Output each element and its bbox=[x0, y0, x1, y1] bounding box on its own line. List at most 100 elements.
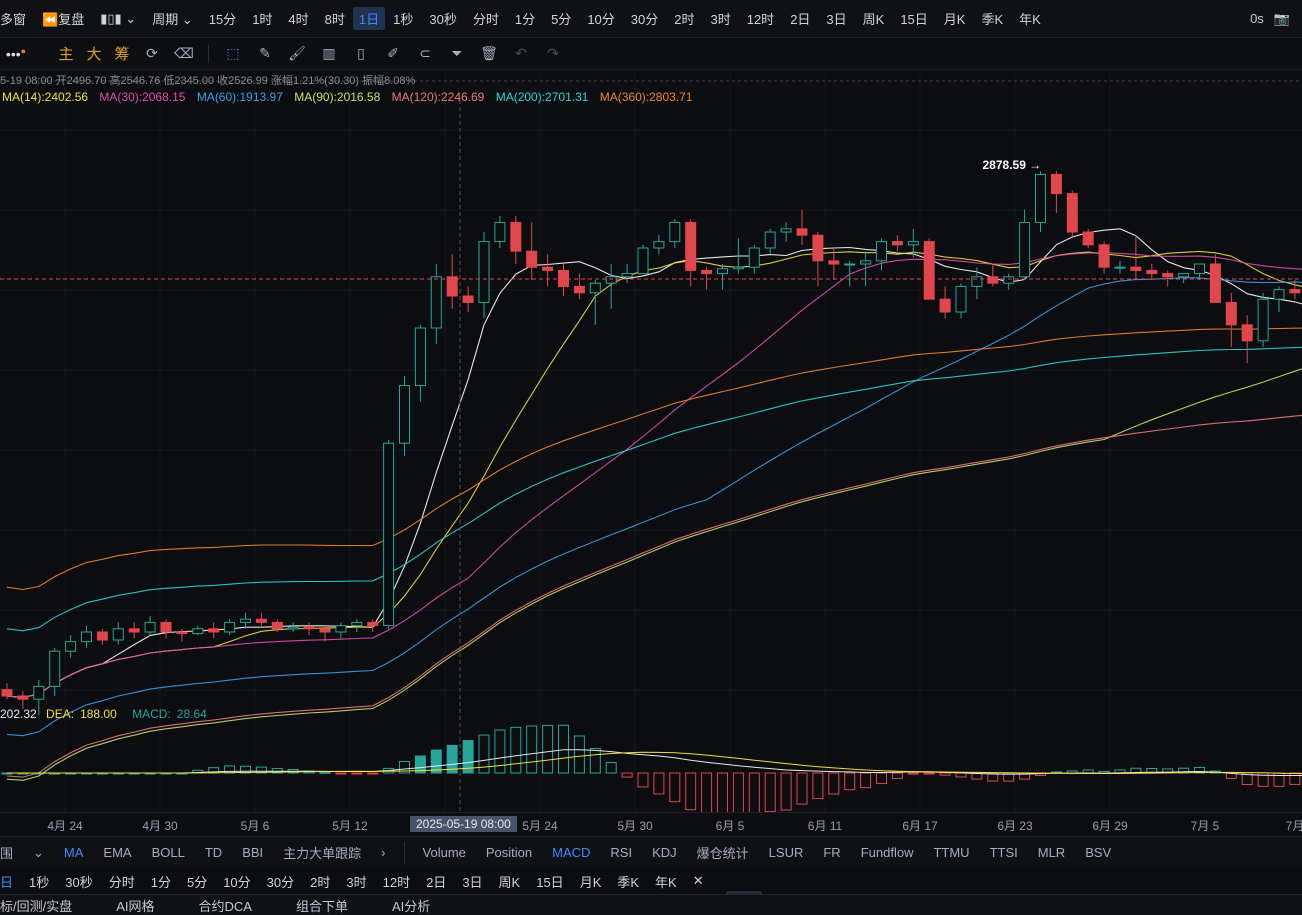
bottom-timeframe-5[interactable]: 5分 bbox=[186, 874, 208, 890]
sub-indicator-9[interactable]: TTMU bbox=[933, 845, 970, 860]
pencil-icon[interactable]: ✎ bbox=[259, 45, 271, 61]
main-indicator-4[interactable]: BBI bbox=[242, 845, 264, 860]
candle-type-button[interactable]: ▮▯▮ ⌄ bbox=[92, 11, 144, 27]
sub-indicator-6[interactable]: LSUR bbox=[768, 845, 804, 860]
timeframe-20[interactable]: 季K bbox=[981, 12, 1004, 27]
redo-icon[interactable]: ↷ bbox=[547, 45, 559, 61]
main-indicator-1[interactable]: EMA bbox=[103, 845, 132, 860]
bottom-timeframe-11[interactable]: 2日 bbox=[426, 874, 447, 890]
cursor-icon[interactable]: ⬚ bbox=[226, 45, 240, 61]
timeframe-11[interactable]: 30分 bbox=[630, 12, 659, 27]
bottom-tab-3[interactable]: 组合下单 bbox=[295, 898, 348, 914]
bottom-timeframe-2[interactable]: 30秒 bbox=[65, 874, 93, 890]
magnet-icon[interactable]: ⊂ bbox=[419, 45, 431, 61]
bottom-timeframe-16[interactable]: 季K bbox=[617, 874, 640, 890]
price-chart[interactable]: 2878.59 → bbox=[0, 70, 1302, 812]
chip-button[interactable]: 筹 bbox=[114, 46, 130, 63]
sync-icon[interactable]: ⟳ bbox=[146, 45, 158, 61]
sub-indicator-12[interactable]: BSV bbox=[1085, 845, 1112, 860]
sub-indicator-7[interactable]: FR bbox=[823, 845, 841, 860]
x-axis-label: 5月 30 bbox=[617, 819, 653, 833]
timeframe-15[interactable]: 2日 bbox=[790, 12, 811, 27]
macd-bar bbox=[526, 725, 538, 774]
clear-draw-icon[interactable]: ⌫ bbox=[174, 45, 194, 61]
bottom-timeframe-7[interactable]: 30分 bbox=[266, 874, 295, 890]
candle-body bbox=[526, 250, 538, 268]
timeframe-1[interactable]: 1时 bbox=[252, 12, 273, 27]
timeframe-10[interactable]: 10分 bbox=[587, 12, 615, 27]
main-chart-button[interactable]: 主 bbox=[58, 46, 74, 63]
timeframe-17[interactable]: 周K bbox=[862, 12, 885, 27]
timeframe-3[interactable]: 8时 bbox=[324, 12, 345, 27]
replay-button[interactable]: ⏪复盘 bbox=[42, 12, 85, 27]
chevron-down-icon[interactable]: ⌄ bbox=[33, 844, 44, 860]
close-icon[interactable]: ✕ bbox=[692, 873, 704, 888]
sub-indicator-10[interactable]: TTSI bbox=[989, 845, 1018, 860]
timeframe-7[interactable]: 分时 bbox=[472, 12, 499, 27]
candle-body bbox=[1019, 221, 1031, 278]
sub-indicator-0[interactable]: Volume bbox=[422, 845, 466, 860]
timeframe-16[interactable]: 3日 bbox=[826, 12, 847, 27]
bottom-timeframe-1[interactable]: 1秒 bbox=[29, 874, 50, 890]
chevron-right-icon[interactable]: › bbox=[381, 845, 386, 860]
filter-icon[interactable]: ⏷ bbox=[451, 45, 463, 61]
undo-icon[interactable]: ↶ bbox=[515, 45, 527, 61]
multi-window-button[interactable]: 多窗 bbox=[0, 12, 27, 27]
timeframe-5[interactable]: 1秒 bbox=[393, 12, 414, 27]
bottom-tab-0[interactable]: 标/回测/实盘 bbox=[0, 898, 73, 914]
timeframe-0[interactable]: 15分 bbox=[208, 12, 237, 27]
bottom-timeframe-17[interactable]: 年K bbox=[655, 874, 677, 890]
edit-icon[interactable]: ✐ bbox=[387, 45, 399, 61]
sub-indicator-5[interactable]: 爆仓统计 bbox=[696, 846, 749, 861]
sub-indicator-4[interactable]: KDJ bbox=[652, 845, 677, 860]
timeframe-4[interactable]: 1日 bbox=[352, 7, 386, 30]
bottom-timeframe-8[interactable]: 2时 bbox=[310, 874, 331, 890]
ma-legend: MA(14):2402.56 MA(30):2068.15 MA(60):191… bbox=[2, 90, 701, 104]
trash-alt-icon[interactable]: ▯ bbox=[357, 45, 365, 61]
big-order-button[interactable]: 大 bbox=[86, 46, 102, 63]
ma-line-70 bbox=[6, 368, 1302, 781]
delete-icon[interactable]: 🗑 bbox=[480, 45, 498, 61]
timeframe-6[interactable]: 30秒 bbox=[429, 12, 457, 27]
bottom-timeframe-14[interactable]: 15日 bbox=[536, 874, 564, 890]
main-indicator-0[interactable]: MA bbox=[63, 845, 84, 860]
bottom-tab-4[interactable]: AI分析 bbox=[392, 898, 431, 914]
sub-indicator-1[interactable]: Position bbox=[485, 845, 533, 860]
main-indicator-2[interactable]: BOLL bbox=[151, 845, 185, 860]
bottom-tab-1[interactable]: AI网格 bbox=[116, 898, 155, 914]
timeframe-2[interactable]: 4时 bbox=[288, 12, 309, 27]
bottom-tabs: 标/回测/实盘 AI网格 合约DCA 组合下单 AI分析 bbox=[0, 894, 1302, 915]
sub-indicator-8[interactable]: Fundflow bbox=[860, 845, 914, 860]
bottom-tab-2[interactable]: 合约DCA bbox=[198, 898, 252, 914]
bottom-timeframe-10[interactable]: 12时 bbox=[382, 874, 411, 890]
timeframe-19[interactable]: 月K bbox=[943, 12, 966, 27]
timeframe-8[interactable]: 1分 bbox=[514, 12, 536, 27]
candle-body bbox=[399, 385, 410, 444]
sub-indicator-3[interactable]: RSI bbox=[610, 845, 633, 860]
bottom-timeframe-9[interactable]: 3时 bbox=[346, 874, 367, 890]
bottom-timeframe-4[interactable]: 1分 bbox=[150, 874, 171, 890]
bottom-timeframe-12[interactable]: 3日 bbox=[462, 874, 483, 890]
main-indicator-3[interactable]: TD bbox=[204, 845, 223, 860]
timeframe-21[interactable]: 年K bbox=[1019, 12, 1041, 27]
bars-icon[interactable]: ▥ bbox=[322, 45, 336, 61]
bottom-timeframe-3[interactable]: 分时 bbox=[108, 874, 135, 890]
timeframe-9[interactable]: 5分 bbox=[551, 12, 572, 27]
more-icon[interactable]: •••● bbox=[5, 45, 27, 62]
timeframe-18[interactable]: 15日 bbox=[900, 12, 928, 27]
brush-icon[interactable]: 🖌 bbox=[288, 45, 306, 61]
bottom-timeframe-6[interactable]: 10分 bbox=[223, 874, 251, 890]
sub-indicator-2[interactable]: MACD bbox=[552, 845, 591, 860]
timeframe-12[interactable]: 2时 bbox=[674, 12, 695, 27]
period-dropdown[interactable]: 周期 ⌄ bbox=[152, 12, 193, 27]
timeframe-14[interactable]: 12时 bbox=[746, 12, 775, 27]
bottom-timeframe-0[interactable]: 日 bbox=[0, 874, 14, 890]
bottom-timeframe-13[interactable]: 周K bbox=[498, 874, 521, 890]
camera-icon[interactable]: 📷 bbox=[1273, 10, 1290, 26]
range-dropdown[interactable]: 围 bbox=[0, 846, 14, 861]
candle-body bbox=[987, 276, 999, 284]
bottom-timeframe-15[interactable]: 月K bbox=[579, 874, 602, 890]
main-indicator-5[interactable]: 主力大单跟踪 bbox=[283, 846, 362, 861]
timeframe-13[interactable]: 3时 bbox=[710, 12, 731, 27]
sub-indicator-11[interactable]: MLR bbox=[1037, 845, 1066, 860]
